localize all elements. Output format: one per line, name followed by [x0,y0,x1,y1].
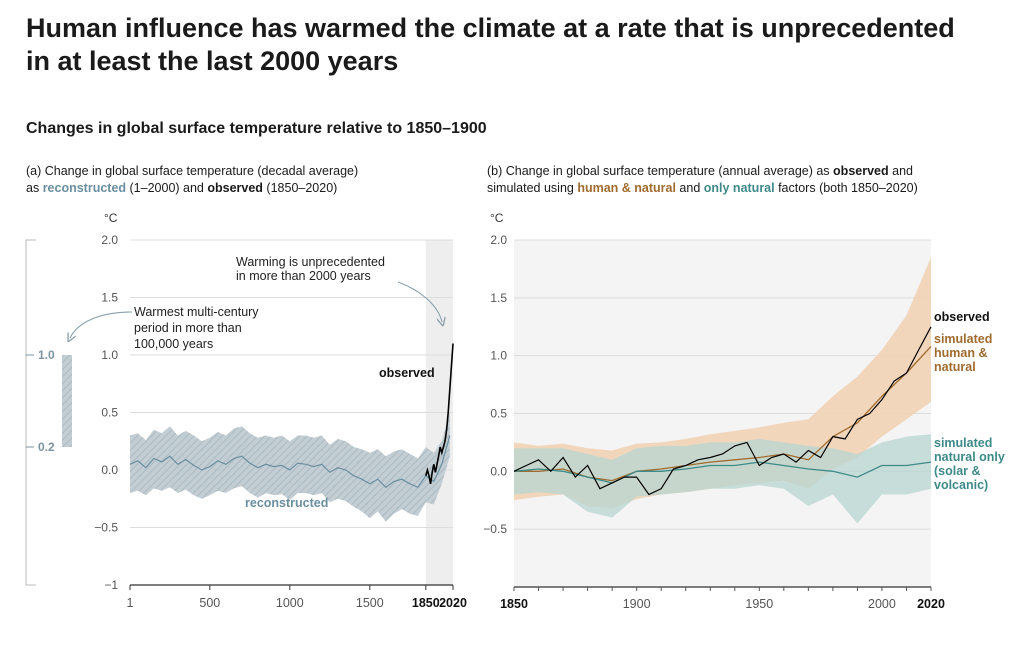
panel-b-caption-line1: (b) Change in global surface temperature… [487,164,834,178]
panel-a-caption-post: (1850–2020) [262,181,338,195]
y-tick-label: 0.0 [101,463,118,477]
natural-only-band [514,434,931,524]
x-tick-label: 1950 [745,597,773,611]
panel-b-caption-nat: only natural [703,181,775,195]
human-natural-label: simulated [934,332,992,346]
panel-b-caption-mid: and [675,181,704,195]
x-tick-label: 2020 [917,597,945,611]
y-tick-label: 0.5 [490,407,507,421]
natural-only-label: simulated [934,436,992,450]
warmest-period-bar [62,355,72,447]
y-tick-label: −0.5 [483,522,507,536]
observed-line [425,343,454,484]
x-tick-label: 1000 [276,596,304,610]
y-unit-label: °C [490,211,504,225]
warmest-annotation-line: Warmest multi-century [134,305,259,319]
warmest-annotation-line: period in more than [134,321,242,335]
x-tick-label: 1900 [623,597,651,611]
panel-a-caption-line1: (a) Change in global surface temperature… [26,164,359,178]
panel-b-caption-post2: factors (both 1850–2020) [774,181,918,195]
x-tick-label: 1 [127,596,134,610]
human-natural-label: human & [934,346,987,360]
y-unit-label: °C [104,211,118,225]
panel-a-caption-pre: as [26,181,43,195]
x-tick-label: 1500 [356,596,384,610]
x-tick-label: 500 [199,596,220,610]
range-top-label: 1.0 [38,348,55,362]
warmest-arrow [70,311,133,338]
natural-only-line [513,461,932,484]
unprecedented-arrow [397,281,442,322]
page-title: Human influence has warmed the climate a… [26,13,955,76]
panel-b-caption-obs: observed [833,164,889,178]
reconstructed-label: reconstructed [245,496,328,510]
warmest-annotation-line: 100,000 years [134,337,213,351]
natural-only-label: natural only [934,450,1005,464]
page-subtitle: Changes in global surface temperature re… [26,120,487,137]
panel-a-caption-mid: (1–2000) and [126,181,208,195]
panel-a-caption: (a) Change in global surface temperature… [26,163,466,197]
unprecedented-annotation-line: in more than 2000 years [236,269,371,283]
range-bottom-label: 0.2 [38,440,55,454]
x-tick-label: 2000 [868,597,896,611]
reconstructed-line [129,435,451,489]
panel-b-caption-post1: and [888,164,913,178]
x-tick-label: 1850 [412,596,440,610]
human-natural-label: natural [934,360,976,374]
panel-b-chart: 2.0 1.5 1.0 0.5 0.0 −0.5 °C 1850 1900 1950 2000 202… [483,211,1005,611]
x-tick-label: 1850 [500,597,528,611]
y-tick-label: 2.0 [101,233,118,247]
panel-b-caption-pre: simulated using [487,181,578,195]
panel-a-caption-obs: observed [207,181,263,195]
observed-label: observed [934,310,990,324]
natural-only-label: volcanic) [934,478,988,492]
y-tick-label: 1.5 [490,291,507,305]
y-tick-label: 0.5 [101,406,118,420]
unprecedented-annotation-line: Warming is unprecedented [236,255,385,269]
natural-only-label: (solar & [934,464,981,478]
y-tick-label: 0.0 [490,464,507,478]
panel-a-chart: 2.01.51.00.50.0−0.5−1°C1 500 1000 1500 1850 2… [25,211,467,610]
reconstructed-band [130,412,450,522]
y-tick-label: 2.0 [490,233,507,247]
range-bracket [25,239,36,586]
panel-a-caption-recon: reconstructed [42,181,127,195]
y-tick-label: 1.0 [490,349,507,363]
panel-b-caption-human: human & natural [577,181,676,195]
x-tick-label: 2020 [439,596,467,610]
panel-b-caption: (b) Change in global surface temperature… [487,163,987,197]
y-tick-label: 1.5 [101,291,118,305]
y-tick-label: −1 [104,578,118,592]
observed-label: observed [379,366,435,380]
y-tick-label: 1.0 [101,348,118,362]
observed-line [513,326,932,496]
human-natural-band [514,257,931,509]
y-tick-label: −0.5 [94,521,118,535]
